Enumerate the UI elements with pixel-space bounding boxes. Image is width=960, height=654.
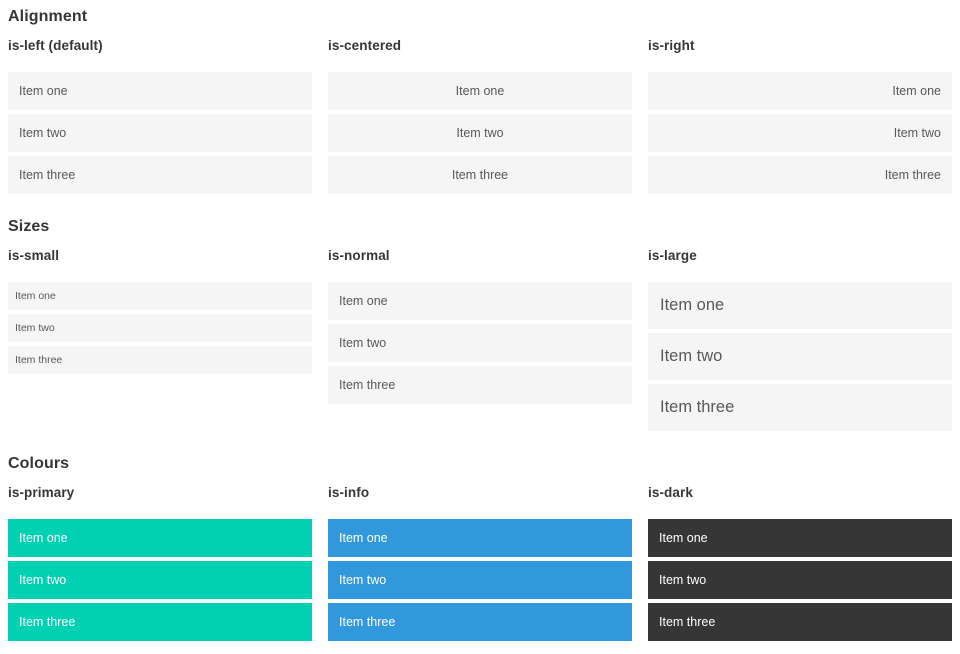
demo-page: Alignment is-left (default) Item one Item t… [8, 8, 952, 645]
item-list: Item one Item two Item three [8, 282, 312, 374]
list-item[interactable]: Item one [648, 519, 952, 557]
list-item[interactable]: Item two [328, 114, 632, 152]
list-item[interactable]: Item two [648, 114, 952, 152]
list-item[interactable]: Item one [328, 282, 632, 320]
column-is-centered: is-centered Item one Item two Item three [328, 38, 632, 198]
column-subtitle: is-dark [648, 485, 693, 500]
column-subtitle: is-left (default) [8, 38, 103, 53]
item-list: Item one Item two Item three [648, 282, 952, 431]
column-subtitle: is-large [648, 248, 697, 263]
item-list: Item one Item two Item three [8, 72, 312, 194]
item-list: Item one Item two Item three [648, 72, 952, 194]
list-item[interactable]: Item two [8, 114, 312, 152]
column-is-left-default: is-left (default) Item one Item two Item th… [8, 38, 312, 198]
column-subtitle: is-right [648, 38, 695, 53]
list-item[interactable]: Item one [648, 282, 952, 329]
item-list: Item one Item two Item three [328, 282, 632, 404]
list-item[interactable]: Item one [8, 282, 312, 310]
item-list: Item one Item two Item three [328, 72, 632, 194]
list-item[interactable]: Item one [328, 72, 632, 110]
list-item[interactable]: Item one [8, 72, 312, 110]
section-title: Sizes [8, 218, 50, 235]
item-list: Item one Item two Item three [648, 519, 952, 641]
list-item[interactable]: Item three [648, 384, 952, 431]
column-subtitle: is-centered [328, 38, 402, 53]
list-item[interactable]: Item three [328, 603, 632, 641]
list-item[interactable]: Item two [328, 324, 632, 362]
list-item[interactable]: Item three [8, 346, 312, 374]
columns-row: is-primary Item one Item two Item three is-i… [8, 485, 952, 645]
list-item[interactable]: Item two [328, 561, 632, 599]
section-title: Alignment [8, 8, 88, 25]
section-alignment: Alignment is-left (default) Item one Item t… [8, 8, 952, 198]
list-item[interactable]: Item three [8, 603, 312, 641]
column-is-info: is-info Item one Item two Item three [328, 485, 632, 645]
column-subtitle: is-small [8, 248, 60, 263]
column-is-small: is-small Item one Item two Item three [8, 248, 312, 378]
list-item[interactable]: Item one [648, 72, 952, 110]
columns-row: is-small Item one Item two Item three is-nor… [8, 248, 952, 435]
list-item[interactable]: Item two [8, 314, 312, 342]
column-subtitle: is-info [328, 485, 370, 500]
list-item[interactable]: Item one [8, 519, 312, 557]
column-is-dark: is-dark Item one Item two Item three [648, 485, 952, 645]
list-item[interactable]: Item three [648, 156, 952, 194]
list-item[interactable]: Item two [8, 561, 312, 599]
list-item[interactable]: Item three [8, 156, 312, 194]
column-is-right: is-right Item one Item two Item three [648, 38, 952, 198]
item-list: Item one Item two Item three [328, 519, 632, 641]
section-title: Colours [8, 455, 70, 472]
list-item[interactable]: Item three [328, 156, 632, 194]
item-list: Item one Item two Item three [8, 519, 312, 641]
column-subtitle: is-normal [328, 248, 390, 263]
list-item[interactable]: Item three [648, 603, 952, 641]
column-is-normal: is-normal Item one Item two Item three [328, 248, 632, 408]
section-colours: Colours is-primary Item one Item two Item th… [8, 455, 952, 645]
list-item[interactable]: Item two [648, 561, 952, 599]
column-is-primary: is-primary Item one Item two Item three [8, 485, 312, 645]
section-sizes: Sizes is-small Item one Item two Item three i… [8, 218, 952, 435]
list-item[interactable]: Item one [328, 519, 632, 557]
column-is-large: is-large Item one Item two Item three [648, 248, 952, 435]
list-item[interactable]: Item two [648, 333, 952, 380]
columns-row: is-left (default) Item one Item two Item th… [8, 38, 952, 198]
column-subtitle: is-primary [8, 485, 75, 500]
list-item[interactable]: Item three [328, 366, 632, 404]
